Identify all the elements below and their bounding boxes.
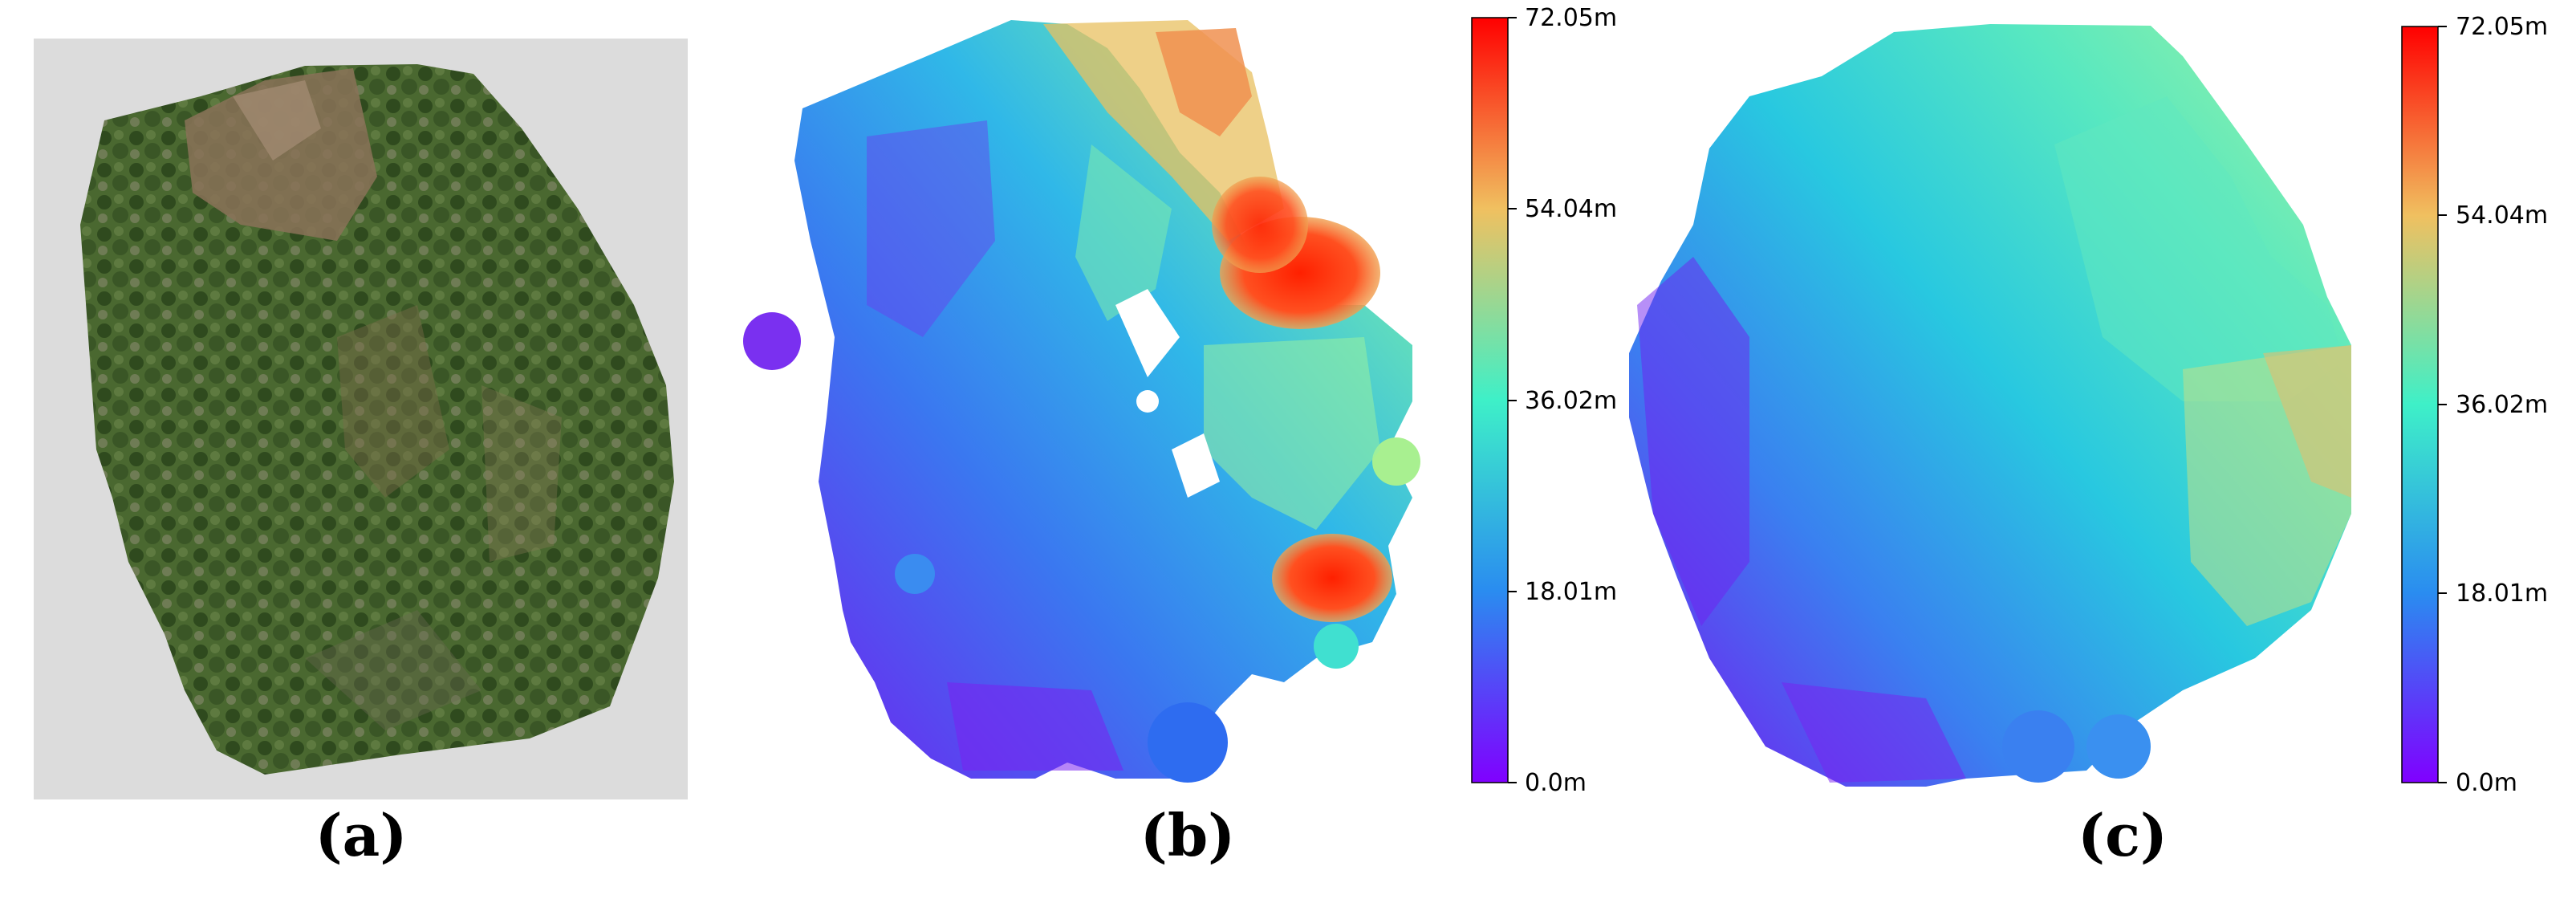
panel-b-tick-label-18: 18.01m (1525, 578, 1618, 606)
panel-a-forest-area (80, 64, 674, 775)
panel-b-tick-label-min: 0.0m (1525, 769, 1587, 797)
panel-c-tick-label-36: 36.02m (2456, 391, 2549, 419)
panel-c-tick-label-min: 0.0m (2456, 769, 2517, 797)
panel-c-heatmap (1629, 24, 2351, 787)
panel-b-tick-label-max: 72.05m (1525, 4, 1618, 32)
panel-b-outlier-blob (743, 312, 801, 370)
panel-c-tick-label-54: 54.04m (2456, 201, 2549, 230)
panel-c-caption: (c) (2078, 801, 2168, 869)
panel-b-caption: (b) (1140, 801, 1236, 869)
panel-c-tick-label-max: 72.05m (2456, 13, 2549, 41)
panel-a-caption: (a) (315, 801, 408, 869)
panel-c-tick-label-18: 18.01m (2456, 580, 2549, 608)
panel-b-tick-label-54: 54.04m (1525, 195, 1618, 223)
panel-c-colorbar (2401, 26, 2439, 783)
panel-b-high-region-2 (1272, 534, 1392, 622)
panel-b-tick-label-36: 36.02m (1525, 387, 1618, 415)
panel-c-colorbar-ticks (2438, 26, 2447, 783)
panel-a-aerial-image (34, 39, 688, 799)
panel-b-heatmap (743, 20, 1420, 783)
panel-b-colorbar (1471, 17, 1509, 783)
panel-b-colorbar-ticks (1508, 17, 1517, 783)
